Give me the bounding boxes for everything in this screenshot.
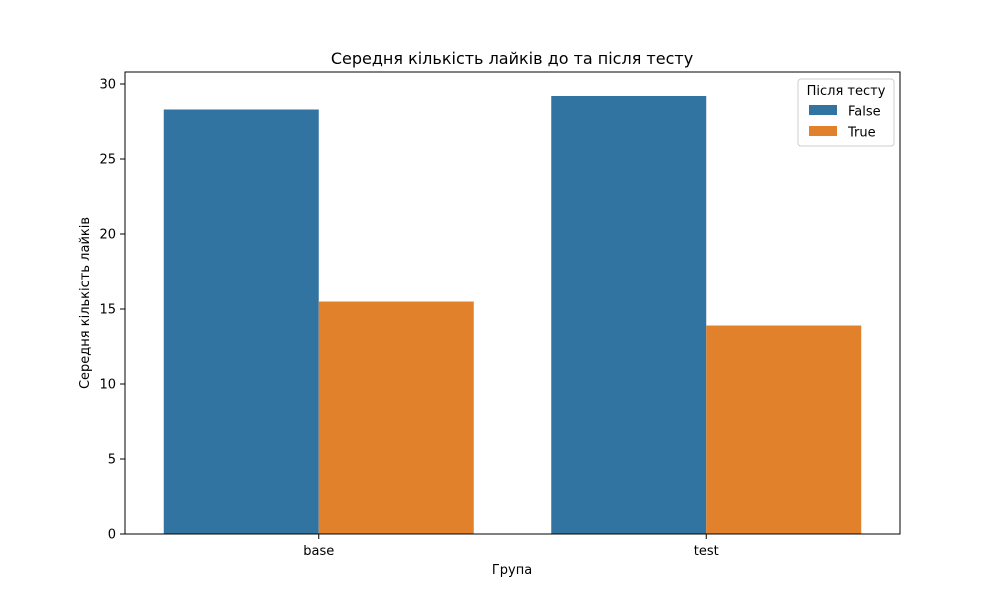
y-tick-label: 20: [99, 228, 116, 243]
y-tick-label: 25: [99, 153, 116, 168]
y-tick-label: 0: [108, 528, 116, 543]
bars-group: [163, 96, 862, 534]
y-axis-label: Середня кількість лайків: [78, 217, 93, 389]
y-tick-label: 30: [99, 78, 116, 93]
legend: Після тесту False True: [797, 78, 895, 147]
bar-base-true: [318, 301, 474, 534]
legend-items: False True: [809, 105, 881, 141]
y-axis: 0 5 10 15 20 25 30: [99, 78, 125, 543]
x-axis: base test: [303, 534, 719, 559]
x-axis-label: Група: [492, 563, 532, 578]
legend-title: Після тесту: [807, 84, 886, 99]
legend-label-false: False: [848, 105, 881, 120]
legend-label-true: True: [847, 126, 876, 141]
legend-swatch-true: [809, 126, 837, 136]
legend-swatch-false: [809, 105, 837, 115]
bar-base-false: [163, 109, 319, 534]
y-tick-label: 10: [99, 378, 116, 393]
y-tick-label: 5: [108, 453, 116, 468]
plot-frame: [124, 71, 901, 535]
bar-test-true: [706, 325, 862, 534]
bar-test-false: [551, 96, 707, 534]
x-tick-label-base: base: [303, 544, 334, 559]
y-tick-label: 15: [99, 303, 116, 318]
chart-title: Середня кількість лайків до та після тес…: [331, 49, 693, 68]
x-tick-label-test: test: [694, 544, 719, 559]
